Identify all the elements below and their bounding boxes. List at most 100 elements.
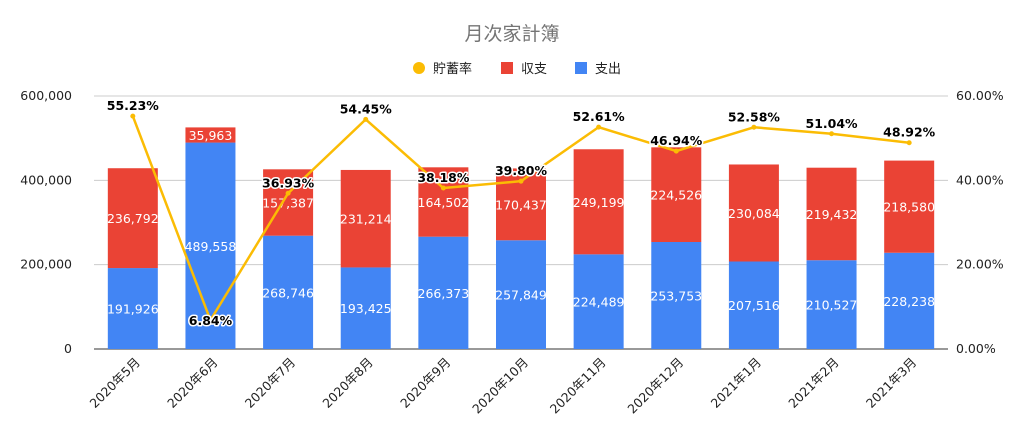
- data-label: 230,084: [728, 206, 780, 221]
- legend-label: 収支: [521, 62, 547, 77]
- y-right-tick-label: 40.00%: [956, 172, 1004, 187]
- bar-expense: [884, 252, 935, 349]
- legend: 貯蓄率 収支 支出: [413, 61, 621, 77]
- bar-expense: [340, 267, 391, 349]
- data-label: 219,432: [806, 207, 858, 222]
- line-data-label: 6.84%: [189, 313, 233, 328]
- bar-balance: [263, 169, 314, 236]
- bar-balance: [418, 167, 469, 237]
- data-label: 193,425: [340, 301, 392, 316]
- line-data-label: 55.23%: [107, 98, 160, 113]
- y-right-tick-label: 20.00%: [956, 257, 1004, 272]
- data-label: 266,373: [418, 286, 470, 301]
- data-label: 170,437: [495, 197, 547, 212]
- bar-expense: [806, 260, 857, 349]
- line-point: [518, 178, 524, 184]
- data-label: 257,849: [495, 288, 547, 303]
- data-label: 210,527: [806, 298, 858, 313]
- line-data-label: 36.93%: [262, 175, 315, 190]
- x-tick-label: 2021年3月: [863, 355, 919, 411]
- legend-marker: [413, 62, 425, 74]
- data-label: 231,214: [340, 212, 392, 227]
- line-data-label: 52.61%: [573, 109, 626, 124]
- x-tick-label: 2020年8月: [319, 355, 375, 411]
- bar-expense: [651, 242, 702, 349]
- x-axis: 2020年5月 2020年6月 2020年7月 2020年8月 2020年9月 2020年…: [87, 355, 920, 417]
- x-tick-label: 2020年6月: [164, 355, 220, 411]
- line-data-label: 46.94%: [650, 133, 703, 148]
- line-data-label: 51.04%: [806, 116, 859, 131]
- line-point: [673, 148, 679, 154]
- line-point: [440, 185, 446, 191]
- data-label: 157,387: [262, 195, 314, 210]
- line-data-label: 38.18%: [417, 170, 470, 185]
- bar-expense: [573, 254, 624, 349]
- data-label: 253,753: [650, 289, 702, 304]
- savings-rate-line: 55.23% 6.84% 36.93% 54.45% 38.18% 39.80% 52.61…: [105, 97, 937, 330]
- legend-item: 支出: [575, 62, 621, 77]
- y-right-tick-label: 0.00%: [956, 341, 996, 356]
- legend-marker: [575, 62, 587, 74]
- x-tick-label: 2020年11月: [547, 355, 609, 417]
- line-point: [906, 140, 912, 146]
- bar-expense: [185, 142, 236, 349]
- x-tick-label: 2021年1月: [708, 355, 764, 411]
- data-label: 164,502: [418, 195, 470, 210]
- x-tick-label: 2020年5月: [87, 355, 143, 411]
- line-data-label: 39.80%: [495, 163, 548, 178]
- line-point: [130, 113, 136, 119]
- line-data-label: 52.58%: [728, 109, 781, 124]
- legend-marker: [501, 62, 513, 74]
- bar-balance: [340, 169, 391, 268]
- bar-balance: [651, 147, 702, 243]
- y-axis-right: 0.00% 20.00% 40.00% 60.00%: [956, 88, 1004, 356]
- bar-expense: [728, 261, 779, 349]
- x-tick-label: 2021年2月: [785, 355, 841, 411]
- line-point: [285, 190, 291, 196]
- line-point: [829, 131, 835, 137]
- bar-balance: [185, 127, 236, 143]
- legend-item: 収支: [501, 62, 547, 77]
- data-label: 228,238: [883, 294, 935, 309]
- chart-title: 月次家計簿: [464, 23, 559, 45]
- legend-item: 貯蓄率: [413, 61, 472, 77]
- bar-expense: [496, 240, 546, 349]
- bar-balance: [806, 167, 857, 261]
- data-label: 191,926: [107, 302, 159, 317]
- data-label: 489,558: [185, 239, 237, 254]
- data-label: 268,746: [262, 285, 314, 300]
- data-label: 224,526: [650, 188, 702, 203]
- x-tick-label: 2020年9月: [397, 355, 453, 411]
- bars: 191,926 236,792 489,558 35,963 268,746 157,38…: [107, 127, 935, 349]
- line-point: [751, 124, 757, 130]
- legend-label: 貯蓄率: [433, 61, 472, 77]
- x-tick-label: 2020年12月: [624, 355, 686, 417]
- bar-balance: [728, 164, 779, 262]
- y-left-tick-label: 200,000: [20, 257, 72, 272]
- data-label: 224,489: [573, 295, 625, 310]
- y-left-tick-label: 400,000: [20, 172, 72, 187]
- y-left-tick-label: 0: [64, 341, 72, 356]
- bar-expense: [263, 235, 314, 349]
- line-data-label: 48.92%: [883, 125, 936, 140]
- legend-label: 支出: [595, 62, 621, 77]
- data-label: 218,580: [883, 200, 935, 215]
- line-point: [207, 317, 213, 323]
- x-tick-label: 2020年10月: [469, 355, 531, 417]
- x-tick-label: 2020年7月: [242, 355, 298, 411]
- data-label: 236,792: [107, 211, 159, 226]
- y-axis-left: 0 200,000 400,000 600,000: [20, 88, 72, 356]
- data-label: 207,516: [728, 298, 780, 313]
- bar-balance: [884, 160, 935, 253]
- bar-expense: [418, 236, 469, 349]
- bar-balance: [573, 149, 624, 255]
- y-left-tick-label: 600,000: [20, 88, 72, 103]
- y-right-tick-label: 60.00%: [956, 88, 1004, 103]
- line-point: [596, 124, 602, 130]
- line-data-label: 54.45%: [340, 101, 393, 116]
- line-point: [363, 116, 369, 122]
- data-label: 35,963: [189, 128, 233, 143]
- bar-balance: [107, 168, 158, 269]
- data-label: 249,199: [573, 195, 625, 210]
